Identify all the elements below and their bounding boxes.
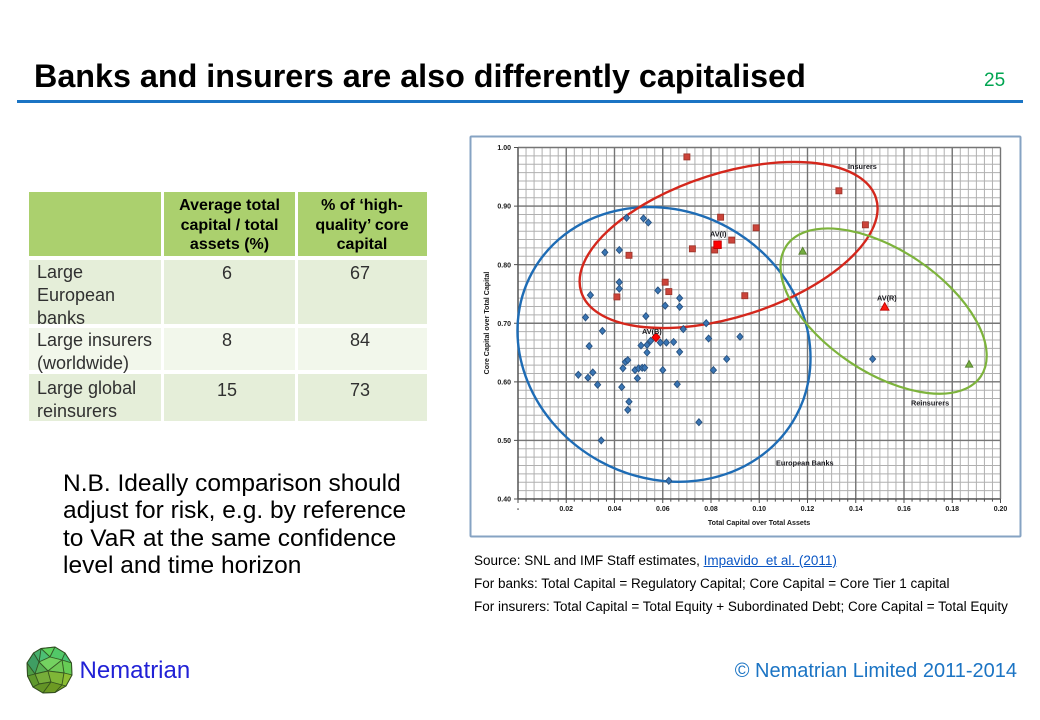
svg-text:0.50: 0.50	[497, 438, 511, 445]
svg-text:0.12: 0.12	[801, 506, 815, 513]
svg-text:0.14: 0.14	[849, 506, 863, 513]
svg-text:Total Capital over Total Asset: Total Capital over Total Assets	[708, 519, 810, 527]
svg-text:1.00: 1.00	[497, 145, 511, 152]
svg-text:Core Capital over Total Capita: Core Capital over Total Capital	[483, 272, 491, 375]
svg-text:Insurers: Insurers	[848, 162, 877, 171]
svg-text:0.08: 0.08	[704, 506, 718, 513]
svg-text:0.60: 0.60	[497, 379, 511, 386]
svg-text:Reinsurers: Reinsurers	[911, 399, 949, 408]
svg-text:0.40: 0.40	[497, 497, 511, 504]
svg-text:0.70: 0.70	[497, 321, 511, 328]
svg-text:0.16: 0.16	[897, 506, 911, 513]
svg-text:AV(I): AV(I)	[710, 230, 727, 239]
svg-text:European Banks: European Banks	[776, 459, 834, 468]
svg-text:0.20: 0.20	[994, 506, 1008, 513]
svg-text:0.18: 0.18	[945, 506, 959, 513]
svg-text:0.06: 0.06	[656, 506, 670, 513]
svg-text:0.80: 0.80	[497, 262, 511, 269]
svg-text:AV(B): AV(B)	[642, 327, 662, 336]
svg-text:0.04: 0.04	[608, 506, 622, 513]
svg-text:AV(R): AV(R)	[877, 294, 897, 303]
svg-text:0.10: 0.10	[752, 506, 766, 513]
svg-text:0.02: 0.02	[559, 506, 573, 513]
svg-text:-: -	[517, 506, 520, 513]
svg-text:0.90: 0.90	[497, 204, 511, 211]
